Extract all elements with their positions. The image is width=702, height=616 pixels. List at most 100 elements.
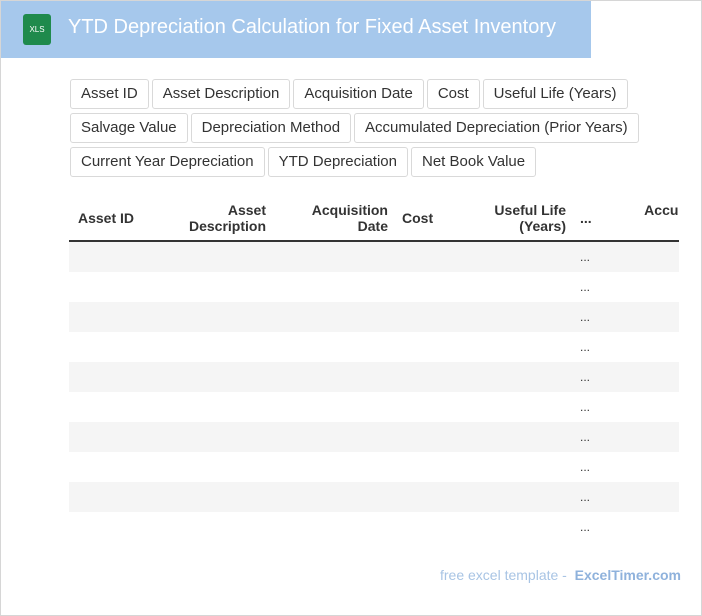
table-cell — [141, 482, 273, 512]
table-row: ... — [69, 482, 679, 512]
column-header: Useful Life (Years) — [471, 196, 573, 242]
tag[interactable]: Accumulated Depreciation (Prior Years) — [354, 113, 639, 143]
tag-list: Asset ID Asset Description Acquisition Dat… — [70, 79, 650, 177]
table-cell — [603, 332, 679, 362]
column-header: Asset ID — [69, 196, 141, 242]
table-cell — [273, 302, 395, 332]
table-cell — [603, 362, 679, 392]
table-cell — [69, 452, 141, 482]
table-cell — [69, 332, 141, 362]
table-row: ... — [69, 241, 679, 272]
table-cell: ... — [580, 400, 591, 414]
table-cell — [141, 392, 273, 422]
table-cell — [471, 362, 573, 392]
column-header: Cost — [395, 196, 471, 242]
table-cell — [603, 302, 679, 332]
table-cell — [603, 422, 679, 452]
table-cell — [395, 332, 471, 362]
tag[interactable]: Cost — [426, 79, 480, 109]
table-cell: ... — [573, 302, 603, 332]
table-cell: ... — [573, 482, 603, 512]
table-row: ... — [69, 512, 679, 542]
table-cell — [273, 362, 395, 392]
tag[interactable]: Useful Life (Years) — [482, 79, 628, 109]
tag[interactable]: Acquisition Date — [293, 79, 424, 109]
table-cell: ... — [573, 422, 603, 452]
file-icon: XLS — [23, 14, 51, 45]
table-cell — [69, 482, 141, 512]
table-row: ... — [69, 272, 679, 302]
table-cell — [471, 392, 573, 422]
tag[interactable]: Asset ID — [70, 79, 149, 109]
table-cell — [603, 241, 679, 272]
table-cell — [395, 482, 471, 512]
banner: XLS YTD Depreciation Calculation for Fix… — [1, 1, 591, 58]
table-cell — [395, 512, 471, 542]
table-cell — [471, 452, 573, 482]
table-body: .............................. — [69, 241, 679, 542]
column-header: Accumulated Depreciation (Prior Years) — [603, 196, 679, 242]
table-cell — [395, 241, 471, 272]
table-cell: ... — [573, 241, 603, 272]
table-cell — [395, 422, 471, 452]
table-cell — [471, 302, 573, 332]
table-cell — [141, 362, 273, 392]
header-row: Asset ID Asset Description Acquisition Dat… — [69, 196, 679, 242]
table-cell — [273, 241, 395, 272]
data-table: Asset ID Asset Description Acquisition Dat… — [69, 196, 679, 542]
table-cell — [471, 332, 573, 362]
tag[interactable]: YTD Depreciation — [267, 147, 408, 177]
table-cell — [471, 241, 573, 272]
table-cell — [395, 362, 471, 392]
table-cell — [141, 332, 273, 362]
table-cell — [69, 362, 141, 392]
table-container: Asset ID Asset Description Acquisition Dat… — [69, 196, 679, 542]
table-cell — [141, 422, 273, 452]
table-cell — [141, 452, 273, 482]
table-cell — [69, 272, 141, 302]
table-cell — [603, 392, 679, 422]
table-cell — [273, 422, 395, 452]
table-cell — [69, 512, 141, 542]
tag[interactable]: Depreciation Method — [190, 113, 352, 143]
column-header: ... — [573, 196, 603, 242]
table-row: ... — [69, 302, 679, 332]
table-cell: ... — [580, 280, 591, 294]
table-cell — [471, 512, 573, 542]
footer-brand: ExcelTimer.com — [574, 567, 681, 583]
table-row: ... — [69, 452, 679, 482]
table-cell — [141, 272, 273, 302]
table-cell — [69, 241, 141, 272]
table-cell — [141, 302, 273, 332]
table-cell — [603, 272, 679, 302]
table-cell — [603, 482, 679, 512]
table-row: ... — [69, 422, 679, 452]
tag[interactable]: Net Book Value — [411, 147, 537, 177]
table-cell — [273, 332, 395, 362]
table-cell: ... — [580, 460, 591, 474]
table-cell — [471, 422, 573, 452]
column-header: Acquisition Date — [273, 196, 395, 242]
table-row: ... — [69, 332, 679, 362]
table-cell: ... — [573, 362, 603, 392]
table-cell — [273, 512, 395, 542]
tag[interactable]: Current Year Depreciation — [70, 147, 265, 177]
table-cell — [273, 482, 395, 512]
table-cell — [395, 302, 471, 332]
table-cell — [141, 512, 273, 542]
tag[interactable]: Salvage Value — [70, 113, 188, 143]
table-cell — [273, 392, 395, 422]
table-cell — [69, 302, 141, 332]
table-cell — [471, 482, 573, 512]
table-cell — [395, 392, 471, 422]
table-cell — [69, 392, 141, 422]
table-cell: ... — [580, 520, 591, 534]
table-cell — [395, 452, 471, 482]
table-cell — [273, 452, 395, 482]
table-cell — [69, 422, 141, 452]
tag[interactable]: Asset Description — [151, 79, 291, 109]
footer-text: free excel template - — [440, 567, 567, 583]
table-cell: ... — [580, 340, 591, 354]
footer: free excel template - ExcelTimer.com — [440, 567, 681, 583]
